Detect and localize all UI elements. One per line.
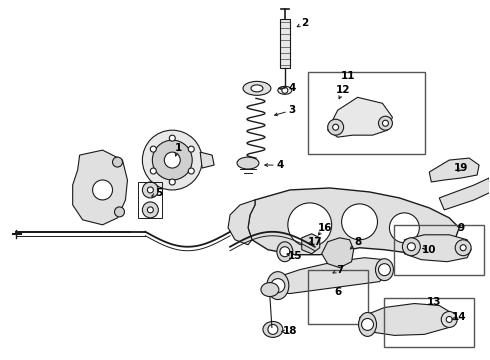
Text: 4: 4 (288, 84, 295, 93)
Ellipse shape (359, 312, 376, 336)
Text: 3: 3 (288, 105, 295, 115)
Circle shape (328, 119, 343, 135)
Circle shape (407, 243, 416, 251)
Circle shape (460, 245, 466, 251)
Ellipse shape (243, 81, 271, 95)
Polygon shape (248, 188, 459, 255)
Circle shape (169, 179, 175, 185)
Circle shape (150, 168, 156, 174)
Text: 2: 2 (301, 18, 308, 28)
Circle shape (446, 316, 452, 323)
Text: 13: 13 (427, 297, 441, 306)
Bar (385, 298, 474, 347)
Circle shape (362, 319, 373, 330)
Circle shape (271, 279, 285, 293)
Circle shape (441, 311, 457, 328)
Bar (308, 270, 368, 324)
Polygon shape (404, 235, 471, 262)
Circle shape (383, 120, 389, 126)
Polygon shape (200, 152, 214, 168)
Text: 4: 4 (276, 160, 284, 170)
Bar (394, 225, 484, 275)
Circle shape (147, 207, 153, 213)
Ellipse shape (237, 157, 259, 169)
Text: 7: 7 (336, 265, 343, 275)
Text: 18: 18 (283, 327, 297, 336)
Polygon shape (322, 238, 354, 268)
Circle shape (390, 213, 419, 243)
Text: 12: 12 (335, 85, 350, 95)
Circle shape (115, 207, 124, 217)
Text: 16: 16 (318, 223, 332, 233)
Circle shape (333, 124, 339, 130)
Ellipse shape (267, 272, 289, 300)
Bar (280, 19, 290, 68)
Circle shape (150, 146, 156, 152)
Circle shape (143, 202, 158, 218)
Circle shape (268, 324, 278, 334)
Circle shape (280, 247, 290, 257)
Circle shape (188, 146, 194, 152)
Circle shape (93, 180, 113, 200)
Text: 10: 10 (422, 245, 437, 255)
Text: 1: 1 (174, 143, 182, 153)
Polygon shape (73, 150, 127, 225)
Ellipse shape (263, 321, 283, 337)
Polygon shape (328, 97, 392, 137)
Circle shape (164, 152, 180, 168)
Ellipse shape (261, 283, 279, 297)
Circle shape (455, 240, 471, 256)
Circle shape (143, 182, 158, 198)
Ellipse shape (375, 259, 393, 280)
Ellipse shape (278, 86, 292, 94)
Circle shape (288, 203, 332, 247)
Text: 5: 5 (155, 188, 162, 198)
Circle shape (378, 264, 391, 276)
Text: 19: 19 (454, 163, 468, 173)
Bar (308, 72, 425, 154)
Circle shape (169, 135, 175, 141)
Circle shape (113, 157, 122, 167)
Polygon shape (360, 303, 454, 336)
Polygon shape (302, 234, 319, 254)
Circle shape (143, 130, 202, 190)
Ellipse shape (251, 85, 263, 92)
Text: 17: 17 (307, 237, 322, 247)
Text: 8: 8 (354, 237, 361, 247)
Circle shape (147, 187, 153, 193)
Ellipse shape (277, 242, 293, 262)
Text: 11: 11 (341, 71, 355, 81)
Circle shape (282, 87, 288, 93)
Circle shape (342, 204, 377, 240)
Polygon shape (268, 258, 390, 293)
Text: 9: 9 (458, 223, 465, 233)
Circle shape (188, 168, 194, 174)
Bar (138, 182, 162, 218)
Circle shape (402, 238, 420, 256)
Text: 15: 15 (288, 251, 302, 261)
Polygon shape (429, 158, 479, 182)
Text: 14: 14 (452, 312, 466, 323)
Polygon shape (228, 200, 255, 245)
Circle shape (378, 116, 392, 130)
Polygon shape (439, 178, 490, 210)
Text: 6: 6 (334, 287, 341, 297)
Circle shape (152, 140, 192, 180)
